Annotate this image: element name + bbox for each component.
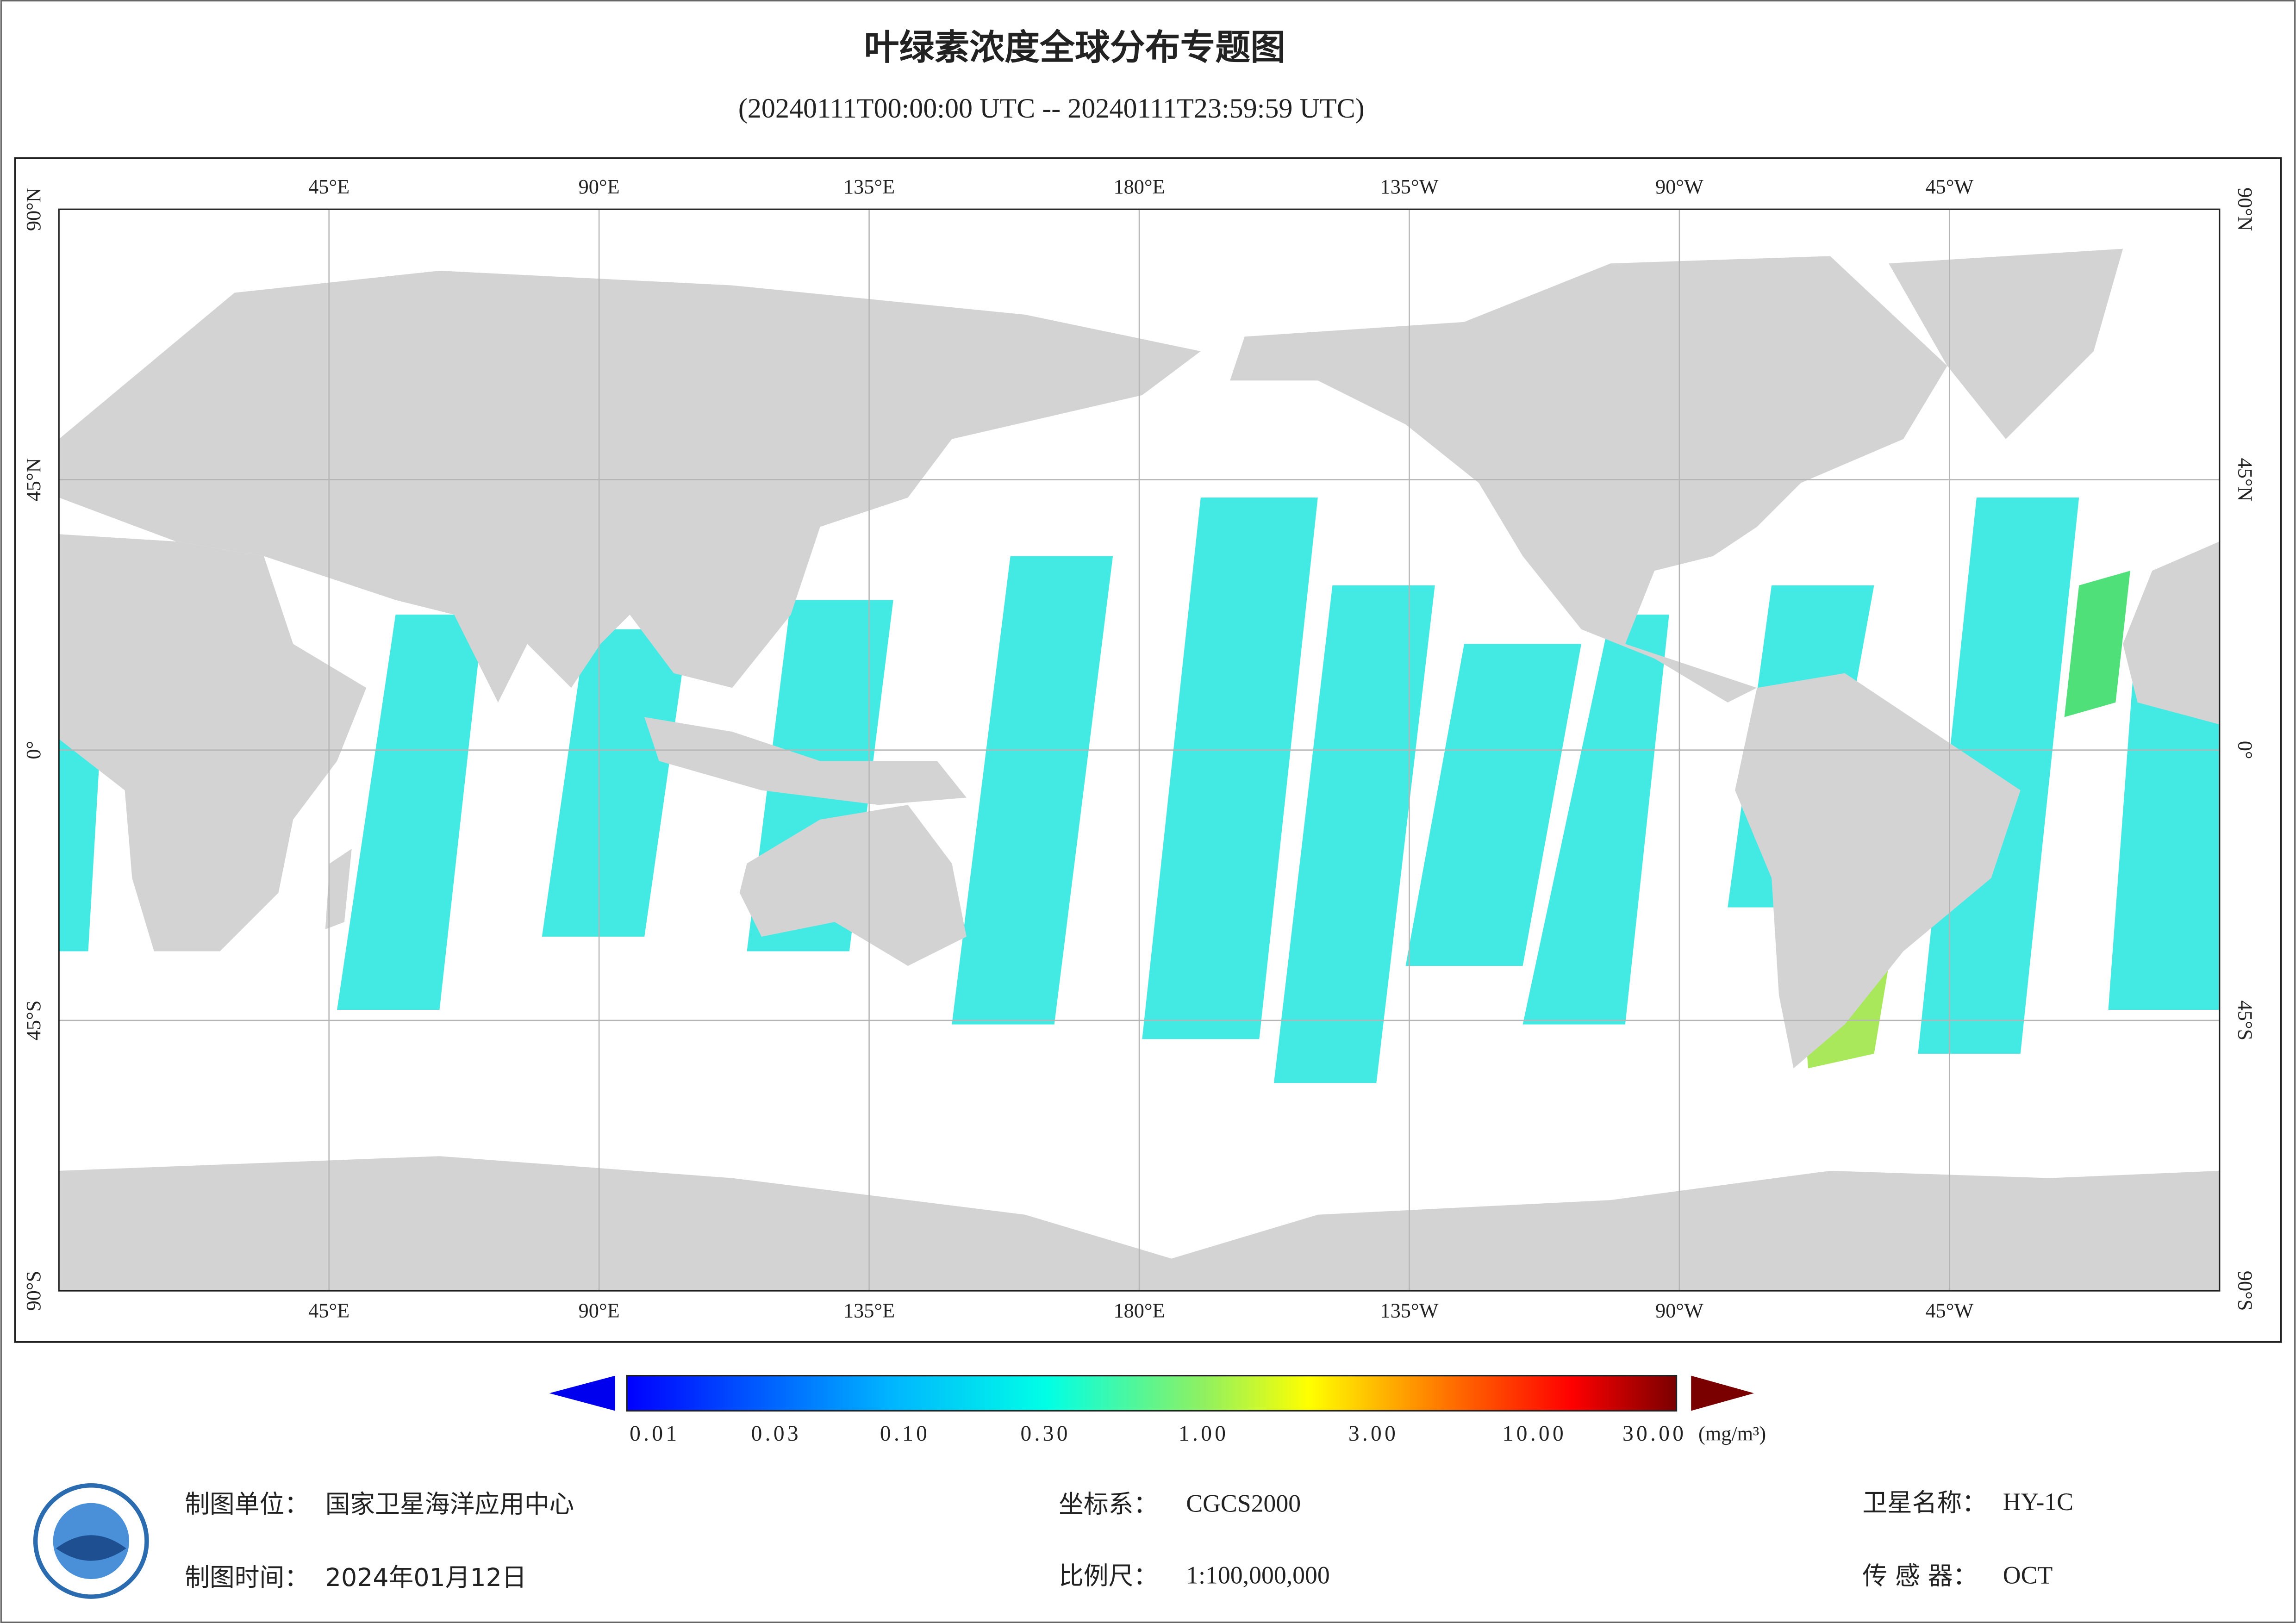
greenland bbox=[1889, 249, 2123, 439]
swath bbox=[542, 629, 689, 937]
footer-value: 2024年01月12日 bbox=[325, 1563, 527, 1592]
colorbar-unit: (mg/m³) bbox=[1698, 1422, 1766, 1445]
eurasia bbox=[59, 271, 1201, 703]
footer-value: 1:100,000,000 bbox=[1186, 1561, 1330, 1589]
map-border bbox=[58, 208, 2221, 1292]
lon-label-top: 135°E bbox=[843, 175, 895, 198]
lon-label-bottom: 45°E bbox=[308, 1300, 349, 1322]
lat-label-right: 0° bbox=[2234, 741, 2256, 759]
footer-value: CGCS2000 bbox=[1186, 1489, 1301, 1517]
map-labels: 45°E 45°E 90°E 90°E 135°E 135°E 180°E 180°E 135°… bbox=[22, 175, 2256, 1322]
colorbar-label: 0.10 bbox=[880, 1422, 930, 1446]
colorbar bbox=[626, 1374, 1678, 1412]
indonesia bbox=[644, 717, 967, 805]
lon-label-bottom: 135°W bbox=[1380, 1300, 1439, 1322]
lat-label-right: 90°S bbox=[2234, 1271, 2256, 1311]
lat-label-left: 90°N bbox=[22, 187, 45, 231]
graticule bbox=[59, 209, 2220, 1291]
lon-label-top: 90°E bbox=[579, 175, 620, 198]
footer-value: OCT bbox=[2003, 1561, 2053, 1589]
lat-label-right: 45°S bbox=[2234, 1001, 2256, 1041]
lon-label-bottom: 180°E bbox=[1113, 1300, 1165, 1322]
lon-label-top: 45°W bbox=[1925, 175, 1973, 198]
footer-label: 传 感 器： bbox=[1862, 1561, 1978, 1591]
lon-label-bottom: 135°E bbox=[843, 1300, 895, 1322]
colorbar-low-arrow bbox=[549, 1375, 615, 1411]
lon-label-top: 90°W bbox=[1655, 175, 1703, 198]
swath bbox=[1142, 497, 1318, 1039]
swath bbox=[952, 556, 1113, 1025]
colorbar-label: 1.00 bbox=[1179, 1422, 1229, 1446]
colorbar-label: 10.00 bbox=[1503, 1422, 1566, 1446]
colorbar-label: 0.03 bbox=[751, 1422, 801, 1446]
footer-value: 国家卫星海洋应用中心 bbox=[325, 1490, 574, 1519]
swath bbox=[1522, 615, 1669, 1025]
australia bbox=[739, 805, 967, 966]
lat-label-right: 90°N bbox=[2234, 187, 2256, 231]
chlorophyll-swaths bbox=[59, 497, 2220, 1083]
swath-shelf bbox=[2064, 571, 2130, 717]
africa bbox=[59, 534, 367, 951]
lat-label-left: 45°S bbox=[22, 1001, 45, 1041]
title: 叶绿素浓度全球分布专题图 bbox=[864, 27, 1286, 68]
map-frame bbox=[14, 157, 2282, 1343]
lon-label-bottom: 90°E bbox=[579, 1300, 620, 1322]
colorbar-label: 30.00 bbox=[1622, 1422, 1686, 1446]
lon-label-top: 45°E bbox=[308, 175, 349, 198]
africa-west bbox=[2123, 541, 2220, 725]
colorbar-label: 0.01 bbox=[630, 1422, 680, 1446]
lat-label-left: 90°S bbox=[22, 1271, 45, 1311]
colorbar-label: 3.00 bbox=[1348, 1422, 1398, 1446]
lon-label-bottom: 90°W bbox=[1655, 1300, 1703, 1322]
lon-label-top: 135°W bbox=[1380, 175, 1439, 198]
swath bbox=[1273, 585, 1435, 1083]
lat-label-left: 45°N bbox=[22, 458, 45, 501]
swath bbox=[337, 615, 484, 1010]
footer-label: 卫星名称： bbox=[1862, 1488, 1987, 1517]
lat-label-right: 45°N bbox=[2234, 458, 2256, 501]
lat-label-left: 0° bbox=[22, 741, 45, 759]
logo-wave bbox=[56, 1535, 126, 1561]
footer-label: 制图时间： bbox=[185, 1563, 309, 1592]
lon-label-bottom: 45°W bbox=[1925, 1300, 1973, 1322]
madagascar bbox=[325, 849, 352, 930]
swath bbox=[1405, 644, 1582, 966]
colorbar-label: 0.30 bbox=[1020, 1422, 1070, 1446]
lon-label-top: 180°E bbox=[1113, 175, 1165, 198]
footer-label: 坐标系： bbox=[1059, 1490, 1158, 1519]
logo bbox=[33, 1483, 149, 1599]
colorbar-labels: 0.01 0.03 0.10 0.30 1.00 3.00 10.00 30.00 bbox=[630, 1422, 1686, 1446]
footer-label: 制图单位： bbox=[185, 1490, 309, 1519]
colorbar-high-arrow bbox=[1691, 1375, 1754, 1411]
footer-value: HY-1C bbox=[2003, 1488, 2073, 1516]
subtitle: (20240111T00:00:00 UTC -- 20240111T23:59… bbox=[738, 93, 1365, 124]
footer-label: 比例尺： bbox=[1059, 1561, 1158, 1591]
map bbox=[58, 208, 2221, 1292]
